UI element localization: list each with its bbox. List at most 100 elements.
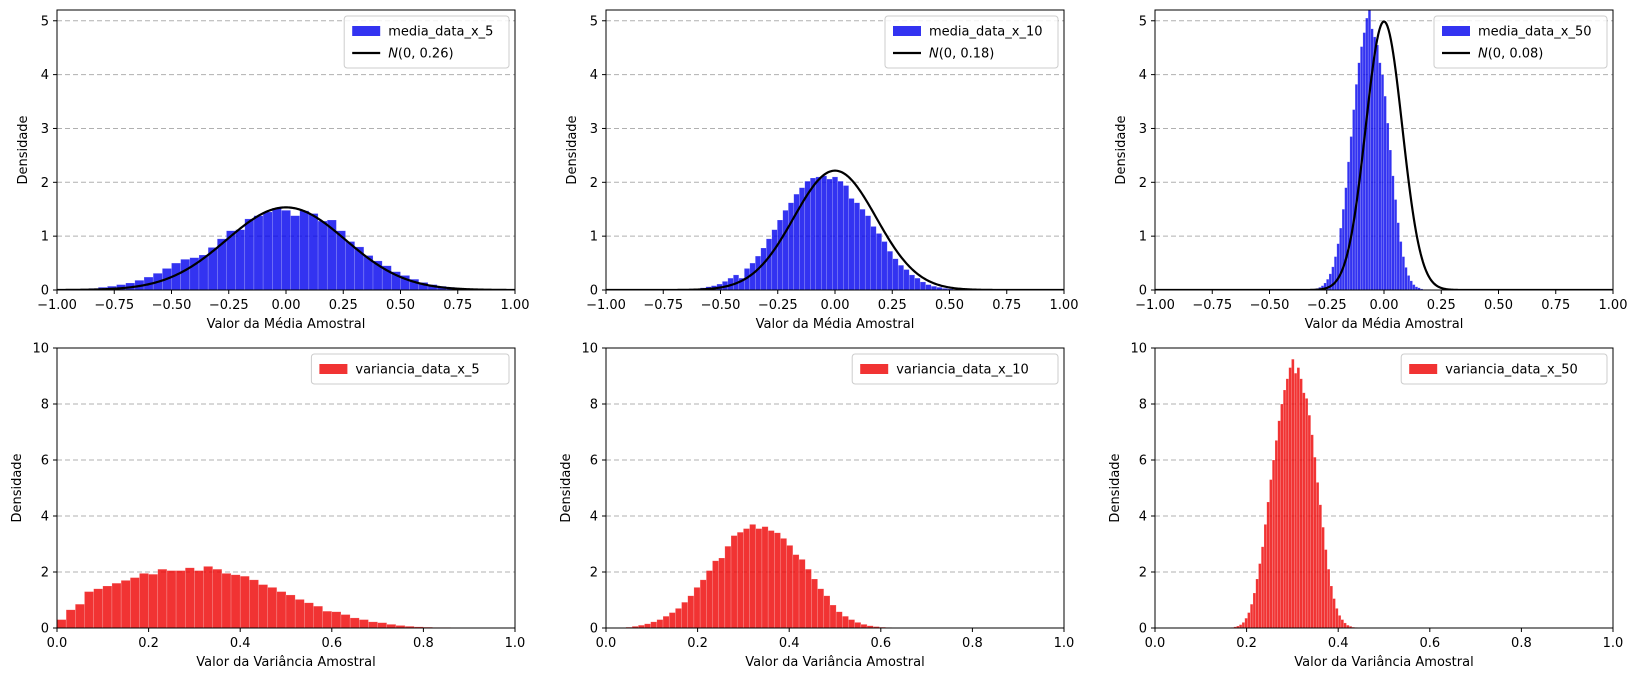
- y-tick-label: 3: [590, 122, 598, 137]
- legend: variancia_data_x_5: [310, 353, 510, 385]
- plot-area: [606, 169, 1064, 290]
- x-tick-label: 0.2: [138, 636, 159, 651]
- x-axis-label: Valor da Média Amostral: [1305, 317, 1464, 332]
- hist-bar-26: [1378, 62, 1382, 290]
- hist-bar-11: [157, 568, 168, 628]
- hist-bar-38: [892, 258, 899, 290]
- x-tick-label: −0.50: [701, 298, 741, 313]
- y-tick-label: 0: [1139, 284, 1147, 299]
- x-tick-label: −0.25: [209, 298, 249, 313]
- hist-bar-38: [1409, 280, 1413, 290]
- hist-bar-13: [1263, 524, 1268, 628]
- plot-area: [1155, 10, 1613, 290]
- x-tick-label: 0.75: [992, 298, 1021, 313]
- y-tick-label: 3: [1139, 122, 1147, 137]
- hist-bar-32: [859, 208, 866, 290]
- hist-bar-42: [914, 277, 921, 290]
- x-axis-label: Valor da Variância Amostral: [745, 655, 924, 670]
- hist-bar-29: [1307, 414, 1311, 628]
- hist-bar-16: [718, 557, 726, 628]
- hist-bar-37: [886, 250, 893, 290]
- normal-curve: [1155, 20, 1613, 290]
- hist-bar-8: [1250, 603, 1254, 628]
- hist-bar-4: [93, 588, 104, 628]
- legend-swatch: [1442, 26, 1470, 36]
- chart-panel-variancia-50: 0.0 0.2 0.4 0.6 0.8 1.0 0 2 4 6 8 10 Valor da Variân…: [1108, 342, 1623, 671]
- hist-bar-16: [1352, 109, 1356, 290]
- hist-bar-20: [743, 528, 750, 628]
- hist-bar-24: [815, 176, 822, 290]
- hist-bar-12: [693, 587, 701, 628]
- hist-bar-17: [212, 568, 223, 628]
- y-tick-label: 6: [41, 454, 49, 469]
- y-tick-label: 8: [590, 398, 598, 413]
- hist-bar-15: [766, 238, 773, 290]
- x-tick-label: 0.0: [47, 636, 68, 651]
- hist-bar-41: [1340, 619, 1344, 628]
- hist-bar-4: [1239, 624, 1243, 628]
- y-tick-label: 5: [590, 14, 598, 29]
- hist-bar-32: [349, 617, 360, 628]
- y-tick-label: 5: [1139, 14, 1147, 29]
- hist-bar-33: [864, 215, 871, 290]
- hist-bar-35: [1401, 256, 1405, 290]
- hist-bar-25: [821, 175, 828, 290]
- hist-bar-31: [340, 614, 351, 628]
- hist-bar-22: [1367, 10, 1372, 290]
- x-tick-label: 0.6: [1419, 636, 1440, 651]
- hist-bar-34: [870, 226, 877, 290]
- hist-bar-14: [184, 567, 195, 628]
- hist-bar-12: [166, 570, 177, 628]
- hist-bar-29: [842, 185, 849, 290]
- hist-bar-5: [650, 621, 658, 628]
- hist-bar-31: [1313, 456, 1317, 628]
- y-tick-label: 1: [1139, 230, 1147, 245]
- hist-bar-32: [1315, 482, 1320, 628]
- hist-bar-32: [1394, 199, 1398, 290]
- x-tick-label: −0.25: [758, 298, 798, 313]
- hist-bar-37: [848, 619, 855, 628]
- hist-bar-2: [75, 603, 85, 628]
- hist-bar-31: [1391, 175, 1395, 290]
- legend-swatch: [860, 364, 889, 374]
- hist-bar-19: [736, 531, 744, 628]
- y-tick-label: 0: [41, 284, 49, 299]
- hist-bar-17: [777, 219, 784, 290]
- x-tick-label: 0.6: [321, 636, 342, 651]
- y-tick-label: 4: [1139, 68, 1147, 83]
- hist-bar-30: [308, 213, 319, 290]
- legend-swatch: [352, 26, 381, 36]
- hist-bar-36: [881, 241, 888, 290]
- hist-bar-23: [1291, 358, 1295, 628]
- hist-bar-30: [1310, 434, 1314, 628]
- hist-bar-38: [1332, 598, 1336, 628]
- legend-box: [1433, 15, 1608, 69]
- y-tick-label: 2: [590, 566, 598, 581]
- hist-bar-5: [102, 585, 113, 628]
- hist-bar-43: [919, 281, 926, 290]
- hist-bar-35: [835, 611, 843, 628]
- hist-bar-6: [656, 619, 664, 628]
- hist-bar-28: [792, 554, 800, 628]
- hist-bar-42: [1343, 622, 1347, 628]
- hist-bar-20: [1362, 32, 1366, 290]
- y-tick-label: 0: [590, 284, 598, 299]
- hist-bar-23: [244, 218, 255, 290]
- hist-bar-16: [203, 566, 213, 628]
- hist-bar-28: [290, 215, 300, 290]
- x-tick-label: 0.2: [1236, 636, 1257, 651]
- x-tick-label: −1.00: [1135, 298, 1175, 313]
- y-tick-label: 2: [1139, 566, 1147, 581]
- hist-bar-11: [1339, 227, 1343, 290]
- legend-box: [310, 353, 510, 385]
- hist-bar-35: [1324, 549, 1328, 628]
- x-tick-label: 0.75: [1541, 298, 1570, 313]
- hist-bar-15: [194, 570, 204, 628]
- hist-bar-25: [285, 594, 296, 628]
- x-axis-label: Valor da Variância Amostral: [196, 655, 375, 670]
- x-tick-label: 0.50: [1484, 298, 1513, 313]
- hist-bar-30: [1388, 149, 1392, 290]
- hist-bar-24: [1373, 36, 1377, 290]
- hist-bar-25: [774, 532, 781, 628]
